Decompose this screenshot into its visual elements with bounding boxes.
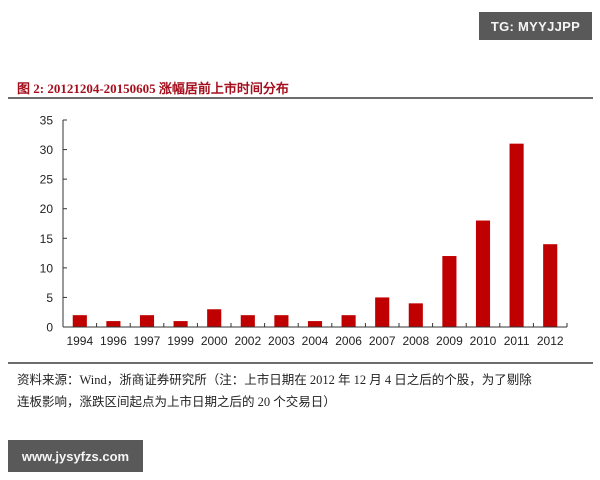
y-tick-label: 25 — [40, 173, 54, 187]
figure-title: 图 2: 20121204-20150605 涨幅居前上市时间分布 — [17, 81, 289, 96]
y-axis: 0 5 10 15 20 25 30 35 — [40, 114, 67, 335]
source-divider — [8, 362, 593, 364]
x-tick-label: 2008 — [402, 334, 429, 348]
bar-2010 — [475, 220, 491, 327]
x-tick-label: 1994 — [66, 334, 93, 348]
y-tick-label: 10 — [40, 261, 54, 275]
bar-1999 — [173, 321, 188, 327]
bar-2007 — [375, 297, 390, 327]
bar-chart: 0 5 10 15 20 25 30 35 1994 1996 1997 1999 2000 2002 2… — [40, 114, 568, 348]
y-tick-label: 0 — [46, 321, 53, 335]
bar-2002 — [240, 315, 255, 327]
source-note-line-1: 资料来源：Wind，浙商证券研究所（注：上市日期在 2012 年 12 月 4 … — [17, 373, 532, 387]
bar-2012 — [543, 244, 558, 327]
x-axis: 1994 1996 1997 1999 2000 2002 2003 2004 2006 2007… — [63, 323, 568, 348]
x-tick-label: 1996 — [100, 334, 127, 348]
watermark-bottom-left: www.jysyfzs.com — [8, 440, 143, 472]
watermark-top-right: TG: MYYJJPP — [479, 12, 592, 40]
title-divider — [8, 97, 593, 99]
x-tick-label: 2002 — [234, 334, 261, 348]
x-tick-label: 2009 — [436, 334, 463, 348]
bar-2008 — [408, 303, 423, 327]
x-tick-label: 1997 — [134, 334, 161, 348]
y-tick-label: 15 — [40, 232, 54, 246]
x-tick-label: 2003 — [268, 334, 295, 348]
y-tick-label: 30 — [40, 143, 54, 157]
bar-2000 — [207, 309, 222, 327]
bar-2011 — [509, 143, 524, 327]
x-tick-label: 2000 — [201, 334, 228, 348]
x-tick-label: 2006 — [335, 334, 362, 348]
bar-1994 — [72, 315, 87, 327]
y-tick-label: 20 — [40, 202, 54, 216]
bar-2009 — [442, 256, 457, 327]
x-tick-label: 2012 — [537, 334, 564, 348]
bar-2006 — [341, 315, 356, 327]
bar-1997 — [139, 315, 155, 327]
bar-2003 — [274, 315, 289, 327]
y-tick-label: 35 — [40, 114, 54, 128]
bar-1996 — [106, 321, 121, 327]
x-tick-label: 2004 — [302, 334, 329, 348]
x-tick-label: 1999 — [167, 334, 194, 348]
x-tick-label: 2007 — [369, 334, 396, 348]
bars — [72, 143, 558, 327]
x-tick-label: 2011 — [504, 334, 530, 348]
x-tick-label: 2010 — [470, 334, 497, 348]
bar-2004 — [307, 321, 323, 327]
source-note-line-2: 连板影响，涨跌区间起点为上市日期之后的 20 个交易日） — [17, 395, 336, 409]
y-tick-label: 5 — [46, 291, 53, 305]
